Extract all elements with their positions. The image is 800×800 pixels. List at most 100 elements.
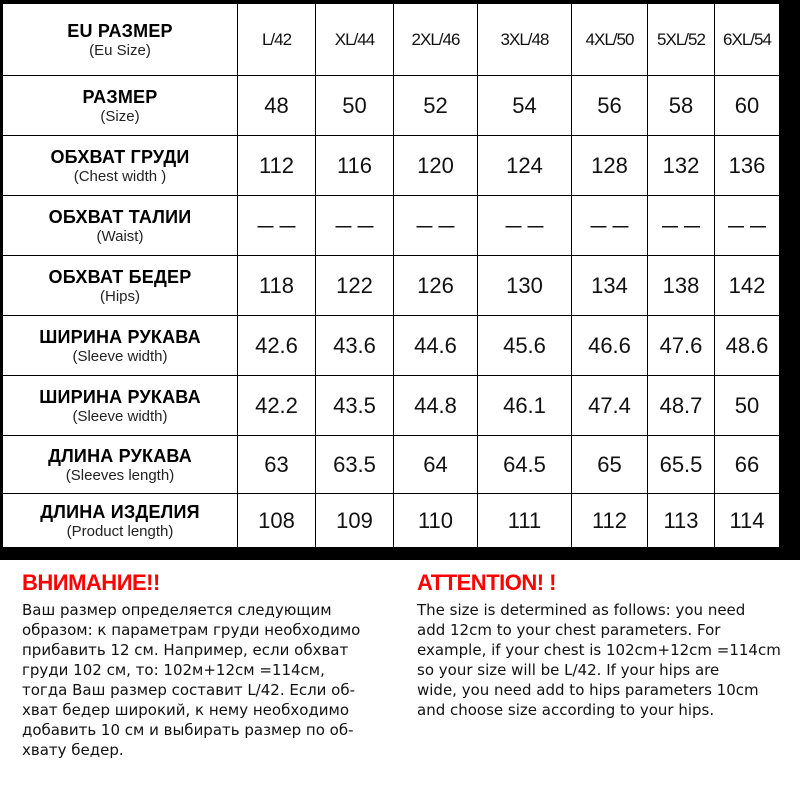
notes-text-ru: Ваш размер определяется следующим образом… xyxy=(22,600,412,760)
row-label: РАЗМЕР (Size) xyxy=(2,75,238,136)
attention-title-en: ATTENTION! ! xyxy=(417,570,557,595)
table-cell: 48.6 xyxy=(714,315,780,376)
table-cell: 48.7 xyxy=(647,375,715,436)
table-cell: 65.5 xyxy=(647,435,715,494)
table-cell: 60 xyxy=(714,75,780,136)
table-cell: 124 xyxy=(477,135,572,196)
note-line: so your size will be L/42. If your hips … xyxy=(417,661,720,679)
table-cell: 54 xyxy=(477,75,572,136)
table-cell: 52 xyxy=(393,75,478,136)
table-cell: 120 xyxy=(393,135,478,196)
note-line: and choose size according to your hips. xyxy=(417,701,715,719)
table-cell: 130 xyxy=(477,255,572,316)
note-line: add 12cm to your chest parameters. For xyxy=(417,621,721,639)
table-cell: 63.5 xyxy=(315,435,394,494)
table-cell: 50 xyxy=(714,375,780,436)
table-cell: －－ xyxy=(237,195,316,256)
table-cell: －－ xyxy=(315,195,394,256)
table-cell: 112 xyxy=(237,135,316,196)
table-cell: 111 xyxy=(477,493,572,548)
table-cell: 136 xyxy=(714,135,780,196)
table-cell: 64.5 xyxy=(477,435,572,494)
table-cell: 48 xyxy=(237,75,316,136)
table-row: ОБХВАТ ГРУДИ (Chest width ) 112 116 120 124 12… xyxy=(2,135,780,196)
table-cell: 46.6 xyxy=(571,315,648,376)
table-cell: －－ xyxy=(571,195,648,256)
size-chart-table: EU РАЗМЕР (Eu Size) L/42 XL/44 2XL/46 3XL/48 4… xyxy=(2,3,780,548)
label-en: (Hips) xyxy=(100,287,140,305)
attention-title-ru: ВНИМАНИЕ!! xyxy=(22,570,160,595)
note-line: груди 102 см, то: 102м+12см =114см, xyxy=(22,661,325,679)
label-ru: ДЛИНА РУКАВА xyxy=(48,445,192,466)
label-ru: ОБХВАТ ГРУДИ xyxy=(50,146,190,167)
size-column-header: 2XL/46 xyxy=(393,3,478,76)
table-row: ОБХВАТ БЕДЕР (Hips) 118 122 126 130 134 138 142 xyxy=(2,255,780,316)
note-line: тогда Ваш размер составит L/42. Если об- xyxy=(22,681,356,699)
table-cell: 112 xyxy=(571,493,648,548)
label-ru: ОБХВАТ ТАЛИИ xyxy=(48,206,192,227)
size-column-header: 4XL/50 xyxy=(571,3,648,76)
table-row: ШИРИНА РУКАВА (Sleeve width) 42.6 43.6 44.6 4… xyxy=(2,315,780,376)
table-cell: 43.5 xyxy=(315,375,394,436)
size-column-header: L/42 xyxy=(237,3,316,76)
label-en: (Eu Size) xyxy=(89,41,151,59)
table-cell: 45.6 xyxy=(477,315,572,376)
table-cell: 64 xyxy=(393,435,478,494)
row-label: ОБХВАТ ТАЛИИ (Waist) xyxy=(2,195,238,256)
table-cell: 132 xyxy=(647,135,715,196)
table-row: РАЗМЕР (Size) 48 50 52 54 56 58 60 xyxy=(2,75,780,136)
table-cell: 109 xyxy=(315,493,394,548)
row-label: ШИРИНА РУКАВА (Sleeve width) xyxy=(2,315,238,376)
label-en: (Sleeve width) xyxy=(72,347,168,365)
label-en: (Product length) xyxy=(66,522,174,540)
label-ru: ШИРИНА РУКАВА xyxy=(39,386,201,407)
table-cell: 116 xyxy=(315,135,394,196)
label-en: (Sleeves length) xyxy=(65,466,175,484)
size-column-header: XL/44 xyxy=(315,3,394,76)
table-cell: 122 xyxy=(315,255,394,316)
label-en: (Sleeve width) xyxy=(72,407,168,425)
table-cell: 108 xyxy=(237,493,316,548)
table-cell: －－ xyxy=(477,195,572,256)
table-cell: 113 xyxy=(647,493,715,548)
table-cell: 114 xyxy=(714,493,780,548)
table-cell: －－ xyxy=(393,195,478,256)
label-en: (Chest width ) xyxy=(73,167,167,185)
table-cell: 128 xyxy=(571,135,648,196)
row-label: ОБХВАТ БЕДЕР (Hips) xyxy=(2,255,238,316)
row-label: ДЛИНА ИЗДЕЛИЯ (Product length) xyxy=(2,493,238,548)
table-row: ДЛИНА ИЗДЕЛИЯ (Product length) 108 109 110 11… xyxy=(2,493,780,548)
table-cell: 63 xyxy=(237,435,316,494)
table-cell: 110 xyxy=(393,493,478,548)
header-row: EU РАЗМЕР (Eu Size) L/42 XL/44 2XL/46 3XL/48 4… xyxy=(2,3,780,76)
size-column-header: 6XL/54 xyxy=(714,3,780,76)
label-en: (Waist) xyxy=(96,227,144,245)
table-cell: 42.6 xyxy=(237,315,316,376)
table-row: ДЛИНА РУКАВА (Sleeves length) 63 63.5 64 64.5… xyxy=(2,435,780,494)
table-cell: 44.8 xyxy=(393,375,478,436)
note-line: хвату бедер. xyxy=(22,741,124,759)
notes-russian: ВНИМАНИЕ!! Ваш размер определяется следу… xyxy=(22,570,412,760)
row-label: ДЛИНА РУКАВА (Sleeves length) xyxy=(2,435,238,494)
note-line: example, if your chest is 102cm+12cm =11… xyxy=(417,641,781,659)
table-cell: 42.2 xyxy=(237,375,316,436)
size-column-header: 3XL/48 xyxy=(477,3,572,76)
table-cell: 50 xyxy=(315,75,394,136)
table-cell: －－ xyxy=(714,195,780,256)
notes-english: ATTENTION! ! The size is determined as f… xyxy=(417,570,800,720)
label-ru: EU РАЗМЕР xyxy=(67,20,173,41)
label-ru: ДЛИНА ИЗДЕЛИЯ xyxy=(40,501,200,522)
table-row: ОБХВАТ ТАЛИИ (Waist) －－ －－ －－ －－ －－ －－ －－ xyxy=(2,195,780,256)
note-line: wide, you need add to hips parameters 10… xyxy=(417,681,759,699)
notes-text-en: The size is determined as follows: you n… xyxy=(417,600,800,720)
table-cell: 118 xyxy=(237,255,316,316)
note-line: Ваш размер определяется следующим xyxy=(22,601,332,619)
label-ru: РАЗМЕР xyxy=(82,86,158,107)
table-cell: 65 xyxy=(571,435,648,494)
note-line: образом: к параметрам груди необходимо xyxy=(22,621,361,639)
row-label: ОБХВАТ ГРУДИ (Chest width ) xyxy=(2,135,238,196)
label-ru: ОБХВАТ БЕДЕР xyxy=(48,266,192,287)
table-cell: 58 xyxy=(647,75,715,136)
size-column-header: 5XL/52 xyxy=(647,3,715,76)
table-cell: 142 xyxy=(714,255,780,316)
